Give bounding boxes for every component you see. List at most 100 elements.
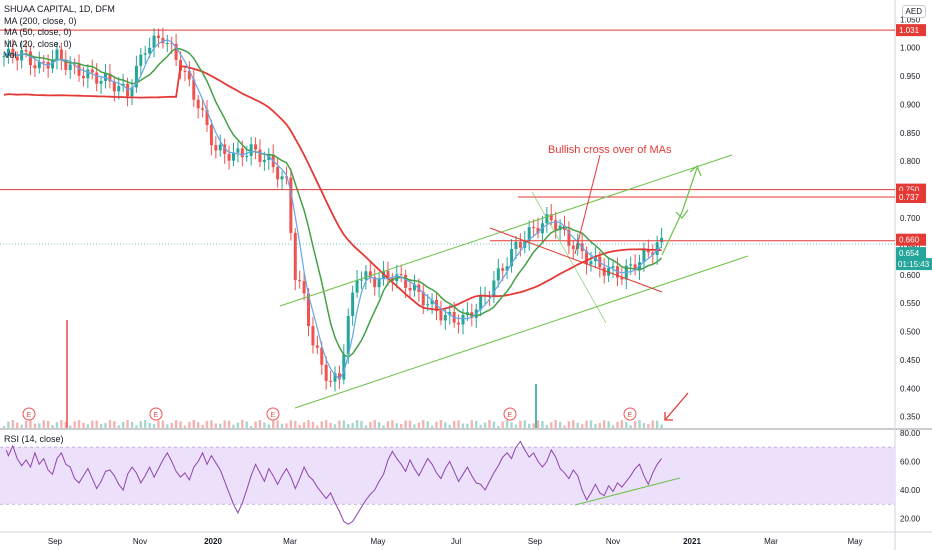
currency-badge[interactable]: AED	[901, 5, 926, 18]
volume-bar	[603, 420, 606, 428]
volume-bar	[589, 420, 593, 428]
candle-body	[496, 268, 500, 281]
candle-body	[536, 227, 540, 234]
candle-body	[55, 49, 59, 61]
volume-bar	[510, 422, 513, 428]
volume-bar	[276, 420, 279, 428]
volume-bar	[139, 421, 143, 428]
ma200-line	[3, 65, 662, 311]
price-label-text: 1.031	[899, 26, 920, 35]
candle-body	[59, 49, 63, 61]
volume-bar	[254, 421, 257, 428]
volume-bar	[130, 422, 134, 428]
volume-bar	[174, 420, 178, 428]
volume-bar	[214, 423, 218, 428]
candle-body	[629, 264, 633, 266]
volume-bar	[20, 424, 23, 428]
volume-bar	[497, 425, 500, 428]
volume-bar	[483, 422, 487, 428]
candle-body	[289, 177, 293, 233]
volume-bar	[210, 420, 213, 428]
volume-bar	[205, 420, 209, 428]
volume-bar	[545, 425, 549, 428]
candle-body	[99, 80, 103, 84]
candle-body	[492, 280, 496, 296]
candle-body	[532, 227, 536, 229]
earnings-marker	[149, 407, 163, 421]
candle-body	[28, 51, 32, 66]
time-tick-label: Mar	[283, 537, 297, 546]
volume-bar	[633, 421, 637, 428]
time-tick-label: Nov	[133, 537, 147, 546]
price-label-badge	[896, 233, 926, 246]
volume-bar	[64, 421, 67, 428]
volume-bar	[42, 420, 45, 428]
price-label-badge	[896, 247, 926, 260]
channel-line	[294, 255, 749, 409]
volume-bar	[470, 420, 474, 428]
rsi-tick-label: 40.00	[900, 486, 921, 495]
price-tick-label: 0.400	[900, 384, 921, 393]
volume-bar	[338, 420, 341, 428]
candlesticks	[2, 27, 664, 392]
price-axis: 1.050 1.000 0.950 0.900 0.850 0.800 0.750 0.700…	[896, 15, 932, 422]
volume-bar	[488, 420, 491, 428]
candle-body	[307, 293, 311, 327]
volume-bar	[166, 424, 169, 428]
candle-body	[218, 144, 222, 151]
volume-bar	[598, 423, 601, 428]
volume-bar	[333, 424, 337, 428]
volume-bar	[413, 424, 416, 428]
volume-bar	[651, 420, 654, 428]
rsi-trendline	[574, 477, 681, 506]
volume-bar	[161, 420, 165, 428]
earnings-marker	[266, 407, 280, 421]
candle-body	[514, 241, 518, 249]
candle-body	[558, 225, 562, 230]
candle-body	[549, 214, 553, 221]
candle-body	[448, 312, 452, 315]
price-label-text: 0.660	[899, 236, 920, 245]
volume-bar	[576, 422, 579, 428]
volume-bar	[620, 420, 624, 428]
price-tick-label: 0.700	[900, 214, 921, 223]
volume-bar	[550, 422, 553, 428]
candle-body	[187, 70, 191, 80]
candle-body	[620, 277, 624, 280]
price-label-text: 0.737	[899, 193, 920, 202]
volume-bar	[554, 420, 557, 428]
volume-bar	[347, 424, 350, 428]
volume-bar	[16, 422, 19, 428]
candle-body	[143, 53, 147, 55]
candle-body	[377, 279, 381, 288]
volume-bar	[607, 421, 610, 428]
volume-bar	[479, 424, 482, 428]
price-tick-label: 0.900	[900, 100, 921, 109]
time-tick-label: 2021	[683, 537, 701, 546]
volume-bar	[351, 423, 354, 428]
countdown-label: 01:15:43	[898, 260, 930, 269]
volume-bar	[369, 421, 372, 428]
candle-body	[567, 229, 571, 246]
earnings-marker	[623, 407, 637, 421]
candle-body	[298, 280, 302, 282]
volume-bar	[51, 425, 54, 428]
volume-bar	[245, 421, 248, 428]
volume-bar	[541, 420, 544, 428]
candle-body	[174, 43, 178, 60]
volume-bar	[152, 424, 156, 428]
candle-body	[461, 314, 465, 325]
volume-bar	[311, 421, 315, 428]
volume-bar	[188, 421, 191, 428]
volume-bar	[430, 425, 434, 428]
candle-body	[37, 61, 41, 69]
price-label-badge	[896, 24, 926, 37]
candle-body	[404, 274, 408, 288]
volume-bar	[33, 423, 37, 428]
candle-body	[510, 248, 514, 267]
volume-spike	[66, 320, 68, 428]
price-tick-label: 0.850	[900, 129, 921, 138]
volume-bar	[2, 426, 6, 428]
volume-bar	[514, 424, 518, 428]
